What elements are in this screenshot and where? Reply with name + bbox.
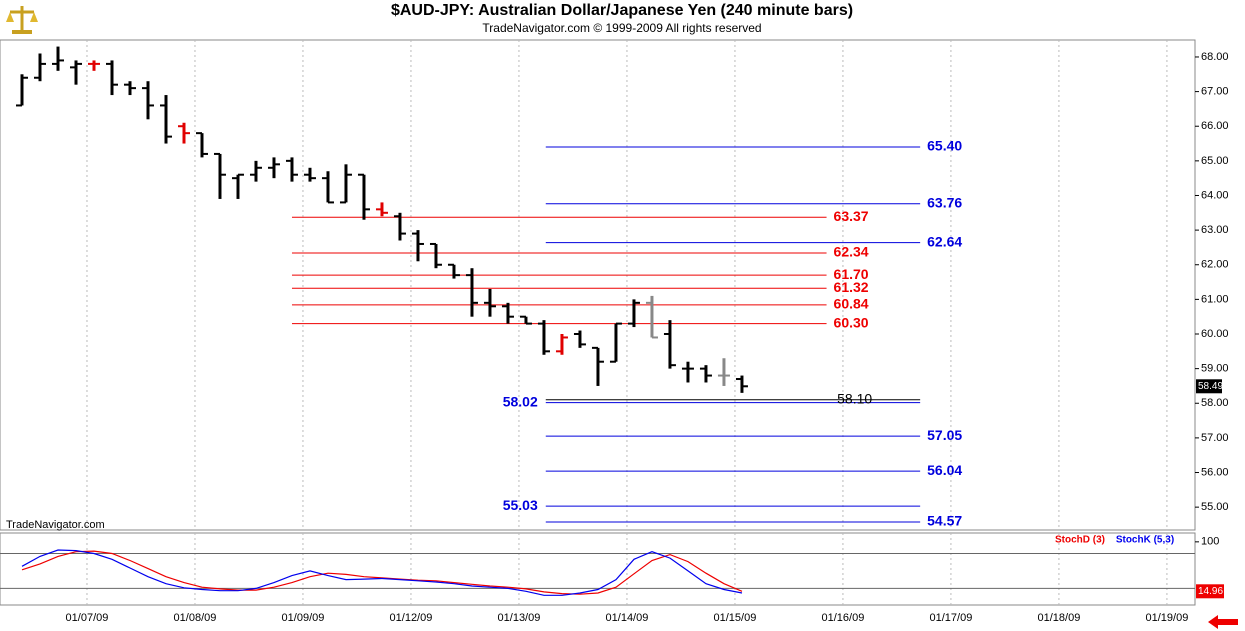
x-tick-label: 01/14/09: [606, 612, 649, 624]
level-label: 61.70: [834, 266, 869, 282]
y-tick-label: 58.00: [1201, 397, 1229, 409]
y-tick-label: 64.00: [1201, 189, 1229, 201]
x-tick-label: 01/08/09: [174, 612, 217, 624]
level-label: 65.40: [927, 138, 962, 154]
x-tick-label: 01/19/09: [1146, 612, 1189, 624]
watermark: TradeNavigator.com: [6, 519, 105, 531]
level-label: 58.10: [837, 390, 872, 406]
y-tick-label: 60.00: [1201, 328, 1229, 340]
stoch-panel-frame: [0, 532, 1196, 606]
y-tick-label: 68.00: [1201, 51, 1229, 63]
x-tick-label: 01/18/09: [1038, 612, 1081, 624]
x-tick-label: 01/07/09: [66, 612, 109, 624]
y-tick-label: 65.00: [1201, 155, 1229, 167]
level-label: 60.30: [834, 314, 869, 330]
x-tick-label: 01/15/09: [714, 612, 757, 624]
level-label: 62.34: [834, 244, 869, 260]
last-value-label: 14.96: [1198, 586, 1223, 597]
y-tick-label: 61.00: [1201, 293, 1229, 305]
level-label: 55.03: [503, 497, 538, 513]
x-tick-label: 01/12/09: [390, 612, 433, 624]
y-tick-label: 100: [1201, 536, 1219, 548]
x-tick-label: 01/09/09: [282, 612, 325, 624]
y-tick-label: 62.00: [1201, 259, 1229, 271]
level-label: 54.57: [927, 513, 962, 529]
level-label: 63.37: [834, 208, 869, 224]
stoch-line: [21, 549, 743, 596]
y-tick-label: 57.00: [1201, 432, 1229, 444]
y-tick-label: 67.00: [1201, 86, 1229, 98]
chart-title: $AUD-JPY: Australian Dollar/Japanese Yen…: [391, 2, 853, 19]
y-tick-label: 63.00: [1201, 224, 1229, 236]
last-price-label: 58.49: [1198, 381, 1223, 392]
level-label: 60.84: [834, 296, 869, 312]
y-tick-label: 56.00: [1201, 466, 1229, 478]
scroll-arrow[interactable]: [1208, 615, 1238, 629]
last-value-box: [1196, 584, 1224, 599]
legend-label: StochD (3): [1055, 535, 1105, 546]
logo: [6, 6, 38, 34]
legend-label: StochK (5,3): [1116, 535, 1174, 546]
x-tick-label: 01/16/09: [822, 612, 865, 624]
x-tick-label: 01/17/09: [930, 612, 973, 624]
level-label: 58.02: [503, 393, 538, 409]
price-panel-frame: [0, 39, 1196, 531]
logo-base: [12, 30, 32, 34]
level-label: 56.04: [927, 462, 962, 478]
y-tick-label: 59.00: [1201, 363, 1229, 375]
level-label: 62.64: [927, 233, 962, 249]
last-price-box: [1196, 379, 1222, 394]
y-tick-label: 55.00: [1201, 501, 1229, 513]
chart-subtitle: TradeNavigator.com © 1999-2009 All right…: [482, 21, 761, 35]
logo-pans: [6, 12, 38, 22]
x-tick-label: 01/13/09: [498, 612, 541, 624]
y-tick-label: 66.00: [1201, 120, 1229, 132]
level-label: 61.32: [834, 279, 869, 295]
level-label: 57.05: [927, 427, 962, 443]
level-label: 63.76: [927, 194, 962, 210]
